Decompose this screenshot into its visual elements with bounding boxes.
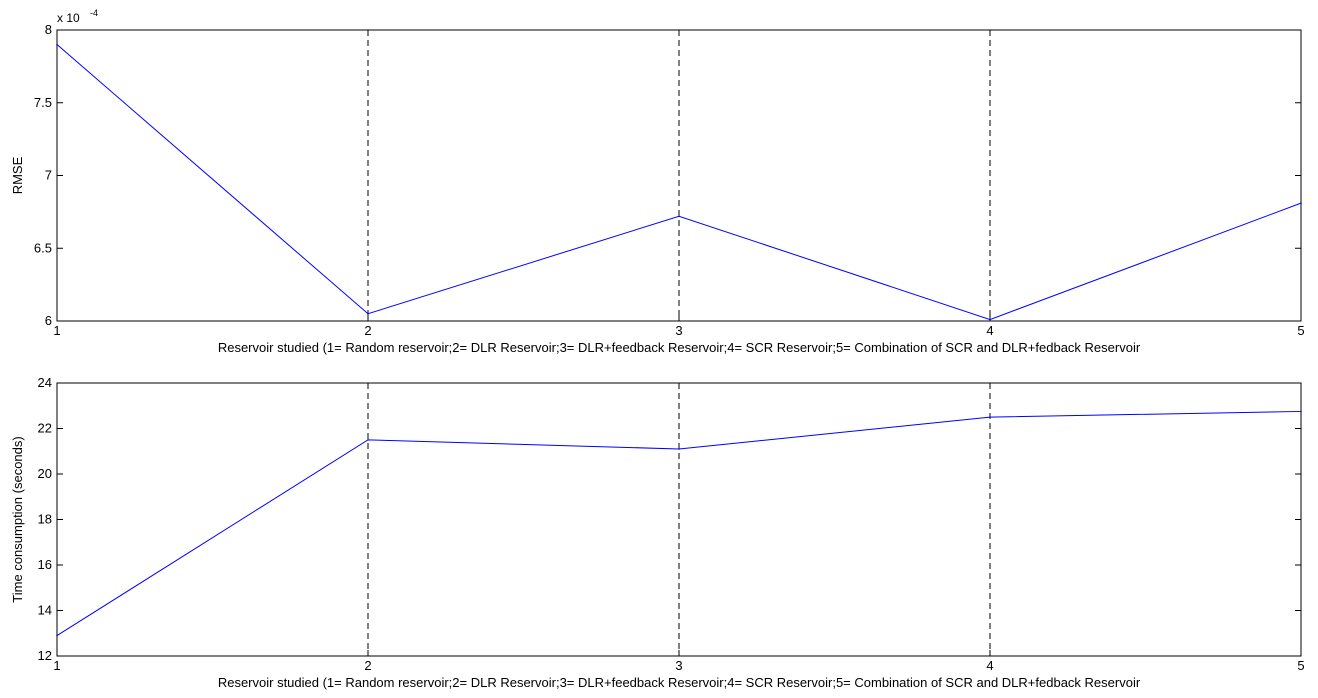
data-point [678,448,680,450]
data-point [367,439,369,441]
data-point [56,634,58,637]
y-axis-label: Time consumption (seconds) [10,436,25,602]
y-axis-label: RMSE [10,156,25,194]
data-point [1300,202,1302,204]
x-tick-label: 4 [986,658,993,673]
y-tick-label: 12 [38,648,52,663]
x-tick-label: 2 [364,658,371,673]
x-axis-label: Reservoir studied (1= Random reservoir;2… [218,340,1141,355]
data-point [989,416,991,418]
y-tick-label: 7.5 [34,95,52,110]
y-tick-label: 16 [38,557,52,572]
y-tick-label: 22 [38,421,52,436]
x-tick-label: 3 [675,323,682,338]
y-tick-label: 6.5 [34,240,52,255]
y-tick-label: 14 [38,603,52,618]
x-axis-label: Reservoir studied (1= Random reservoir;2… [218,675,1141,690]
subplot-1: 1 2 3 4 5 6 6.5 7 7.5 8 x 10 -4 Reservoir studied (1… [10,8,1305,355]
y-tick-label: 8 [45,22,52,37]
data-point [367,312,369,315]
x-tick-label: 5 [1297,658,1304,673]
data-point [56,43,58,46]
x-tick-label: 3 [675,658,682,673]
x-tick-label: 4 [986,323,993,338]
x-tick-label: 5 [1297,323,1304,338]
y-tick-label: 18 [38,512,52,527]
y-tick-label: 24 [38,375,52,390]
y-tick-label: 20 [38,466,52,481]
x-tick-label: 1 [53,323,60,338]
y-tick-label: 6 [45,313,52,328]
y-multiplier-base: x 10 [57,11,80,25]
data-point [989,318,991,321]
y-multiplier-exponent: -4 [90,8,98,18]
y-tick-label: 7 [45,168,52,183]
data-point [1300,410,1302,413]
data-point [678,215,680,218]
x-tick-label: 1 [53,658,60,673]
x-tick-label: 2 [364,323,371,338]
